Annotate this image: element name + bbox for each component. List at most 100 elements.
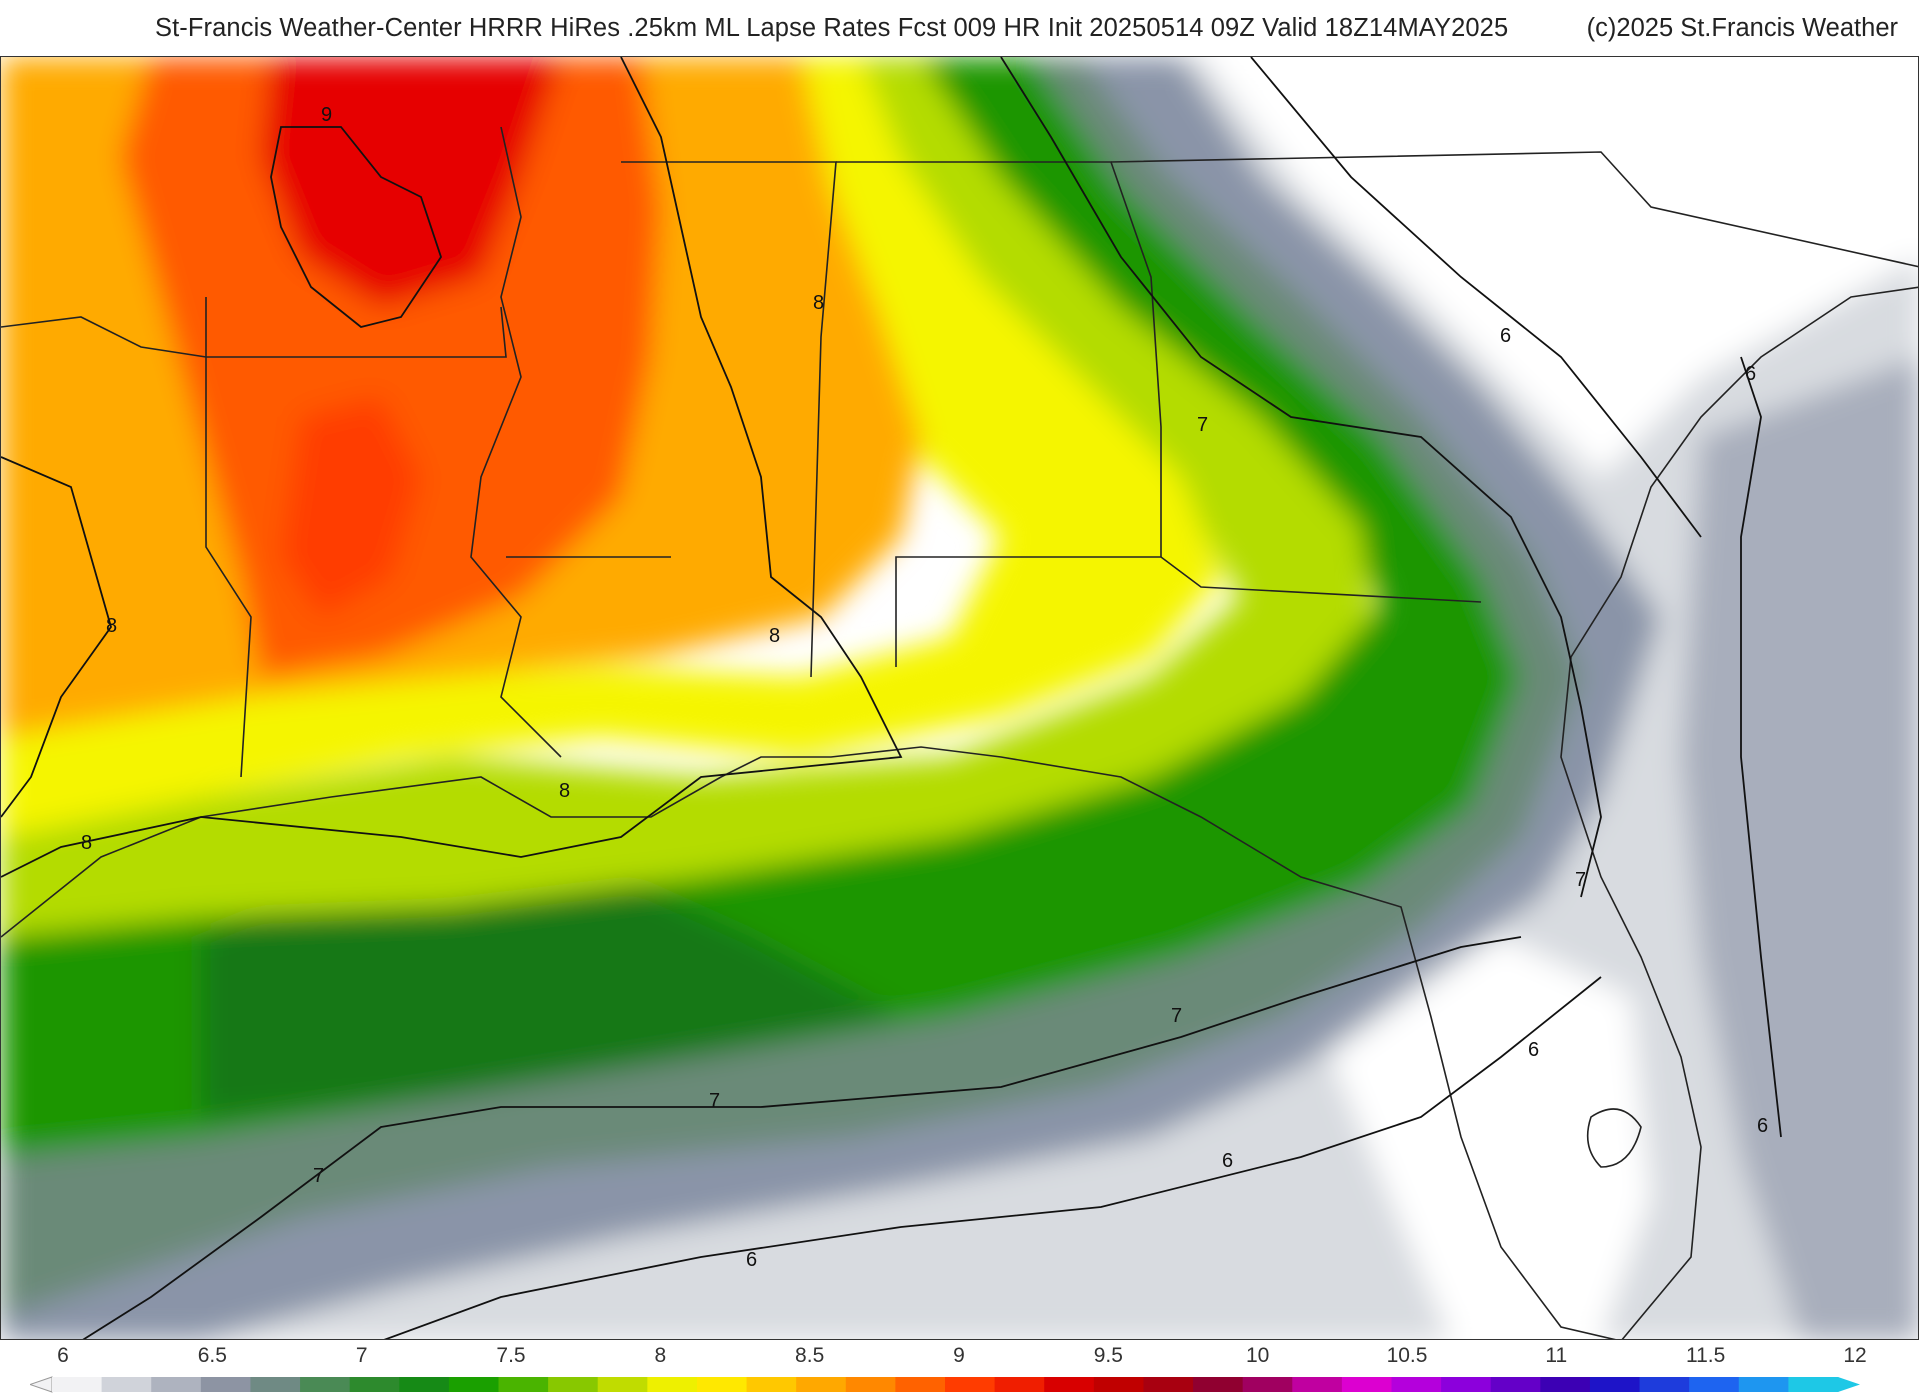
contour-label-6-d: 6 bbox=[1757, 1115, 1768, 1137]
colorbar-segment bbox=[300, 1377, 351, 1392]
contour-lines bbox=[1, 57, 1782, 1339]
contour-labels: 9 8 8 8 8 8 7 7 7 7 7 6 6 6 6 6 6 bbox=[81, 104, 1768, 1271]
colorbar-tick-label: 6 bbox=[57, 1344, 69, 1367]
contour-label-7-b: 7 bbox=[1575, 869, 1586, 891]
lake-okeechobee bbox=[1586, 1108, 1642, 1168]
colorbar-segment bbox=[1242, 1377, 1293, 1392]
colorbar-segment bbox=[1639, 1377, 1690, 1392]
coastline-gulf bbox=[1, 746, 1616, 1339]
colorbar-segment bbox=[1044, 1377, 1095, 1392]
contour-label-8-b: 8 bbox=[106, 615, 117, 637]
colorbar-segment bbox=[1788, 1377, 1839, 1392]
state-line-al-ga bbox=[836, 161, 1162, 557]
field-yellow bbox=[1, 57, 1221, 837]
contour-label-8-a: 8 bbox=[813, 292, 824, 314]
colorbar-tick-label: 12 bbox=[1843, 1344, 1867, 1367]
field-shading bbox=[1, 57, 1918, 1339]
contour-7-south bbox=[82, 936, 1522, 1339]
colorbar-segment bbox=[349, 1377, 400, 1392]
colorbar-arrow-left bbox=[30, 1376, 53, 1393]
colorbar-tick-label: 6.5 bbox=[197, 1344, 227, 1367]
colorbar-segment bbox=[945, 1377, 996, 1392]
colorbar-tick-label: 7.5 bbox=[496, 1344, 526, 1367]
contour-label-7-c: 7 bbox=[1171, 1005, 1182, 1027]
colorbar-tick-label: 8 bbox=[654, 1344, 667, 1367]
header: St-Francis Weather-Center HRRR HiRes .25… bbox=[0, 0, 1920, 56]
colorbar-segment bbox=[647, 1377, 698, 1392]
field-yellow-green bbox=[1, 57, 1371, 937]
colorbar-segment bbox=[994, 1377, 1045, 1392]
contour-6-east bbox=[1740, 356, 1782, 1138]
colorbar-segment bbox=[250, 1377, 301, 1392]
colorbar-tick-label: 11.5 bbox=[1685, 1344, 1726, 1367]
colorbar-segment bbox=[895, 1377, 946, 1392]
contour-label-6-c: 6 bbox=[1528, 1039, 1539, 1061]
colorbar-arrow-right bbox=[1838, 1377, 1860, 1392]
lapse-rate-map: 9 8 8 8 8 8 7 7 7 7 7 6 6 6 6 6 6 bbox=[1, 57, 1918, 1339]
contour-label-7-d: 7 bbox=[709, 1090, 720, 1112]
colorbar-segment bbox=[448, 1377, 499, 1392]
colorbar-segment bbox=[1490, 1377, 1541, 1392]
contour-label-8-d: 8 bbox=[559, 780, 570, 802]
red-river bbox=[1, 316, 207, 358]
colorbar-segment bbox=[1738, 1377, 1789, 1392]
field-gray-green bbox=[1, 57, 1581, 1317]
colorbar-segment bbox=[796, 1377, 847, 1392]
state-line-ar-la bbox=[206, 306, 507, 358]
colorbar-segment bbox=[597, 1377, 648, 1392]
field-white-southeast bbox=[1331, 937, 1651, 1339]
colorbar-segment bbox=[1589, 1377, 1641, 1392]
contour-8-west bbox=[1, 456, 112, 818]
colorbar-segment bbox=[52, 1377, 103, 1392]
contour-label-8-c: 8 bbox=[769, 625, 780, 647]
contour-7-north bbox=[1000, 57, 1602, 898]
boundaries bbox=[1, 126, 1918, 1339]
state-line-tx-la bbox=[205, 297, 252, 778]
colorbar-segment bbox=[101, 1377, 152, 1392]
colorbar-segment bbox=[1441, 1377, 1492, 1392]
colorbar-segment bbox=[399, 1377, 450, 1392]
map-panel: 9 8 8 8 8 8 7 7 7 7 7 6 6 6 6 6 6 bbox=[0, 56, 1919, 1340]
contour-label-6-b: 6 bbox=[1745, 363, 1756, 385]
contour-9 bbox=[270, 126, 442, 328]
contour-6-south bbox=[383, 976, 1602, 1339]
colorbar-segment bbox=[746, 1377, 797, 1392]
colorbar-segment bbox=[1093, 1377, 1144, 1392]
contour-label-6-f: 6 bbox=[746, 1249, 757, 1271]
colorbar-tick-label: 9.5 bbox=[1093, 1344, 1123, 1367]
colorbar-tick-label: 11 bbox=[1545, 1344, 1568, 1367]
field-red-core bbox=[261, 57, 561, 307]
contour-label-7-e: 7 bbox=[313, 1165, 324, 1187]
contour-label-9: 9 bbox=[321, 104, 332, 126]
colorbar: 6 6.5 7 7.5 8 8.5 9 9.5 10 10.5 11 11.5 12 bbox=[30, 1340, 1867, 1400]
colorbar-segment bbox=[200, 1377, 251, 1392]
state-line-ga-sc bbox=[1110, 151, 1918, 268]
colorbar-segment bbox=[498, 1377, 549, 1392]
colorbar-segment bbox=[1193, 1377, 1244, 1392]
contour-label-8-e: 8 bbox=[81, 832, 92, 854]
field-dark-green bbox=[201, 847, 901, 1117]
colorbar-segment bbox=[1391, 1377, 1442, 1392]
river-mississippi bbox=[470, 126, 562, 758]
colorbar-strip bbox=[30, 1376, 1860, 1393]
colorbar-segment bbox=[1143, 1377, 1194, 1392]
copyright-text: (c)2025 St.Francis Weather bbox=[1586, 14, 1898, 42]
state-line-fl-al bbox=[895, 556, 1482, 667]
colorbar-tick-label: 9 bbox=[953, 1344, 965, 1367]
colorbar-segment bbox=[1540, 1377, 1591, 1392]
field-orange-red bbox=[121, 57, 661, 677]
state-line-ms-al bbox=[621, 161, 837, 678]
field-red-patch bbox=[281, 397, 421, 617]
colorbar-tick-label: 10 bbox=[1245, 1344, 1270, 1367]
colorbar-tick-label: 7 bbox=[355, 1344, 368, 1367]
colorbar-segment bbox=[548, 1377, 599, 1392]
contour-label-6-a: 6 bbox=[1500, 325, 1511, 347]
colorbar-segment bbox=[151, 1377, 202, 1392]
contour-label-7-a: 7 bbox=[1197, 414, 1208, 436]
colorbar-segment bbox=[1689, 1377, 1740, 1392]
colorbar-tick-label: 8.5 bbox=[795, 1344, 825, 1367]
field-white-northeast bbox=[1201, 57, 1918, 477]
colorbar-segment bbox=[1341, 1377, 1392, 1392]
colorbar-segment bbox=[845, 1377, 896, 1392]
contour-label-6-e: 6 bbox=[1222, 1150, 1233, 1172]
